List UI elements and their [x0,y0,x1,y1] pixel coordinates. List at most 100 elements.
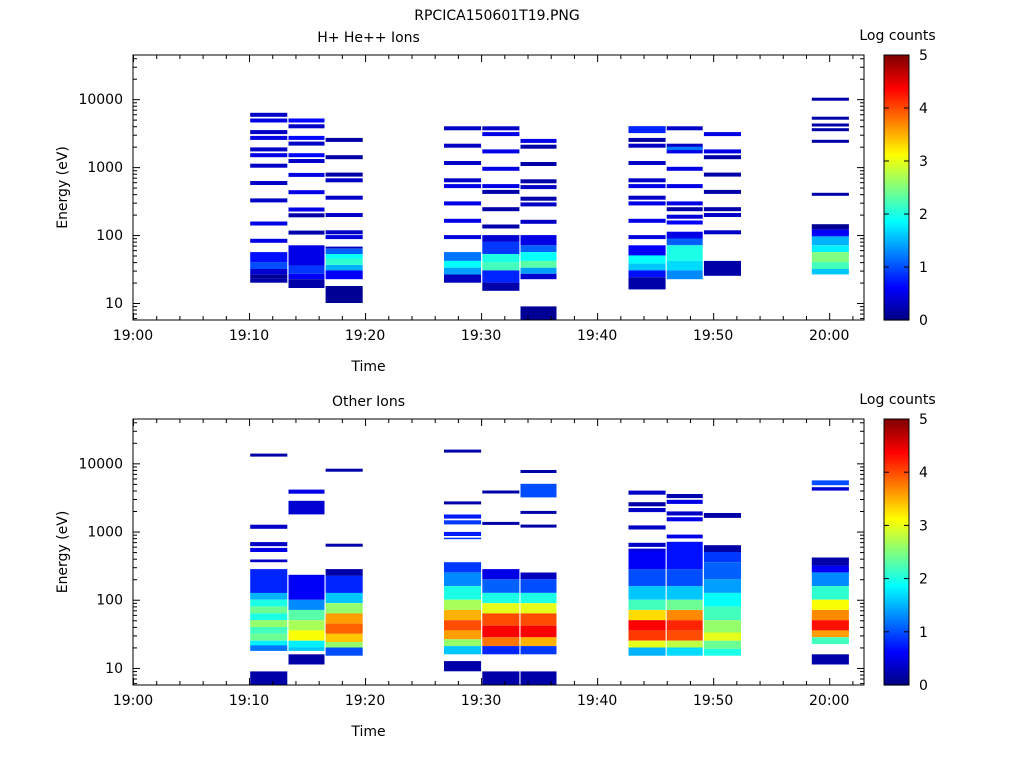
colorbar-segment [884,220,909,224]
y-tick-label: 1000 [87,525,123,541]
colorbar-segment [884,178,909,182]
colorbar-segment [884,496,909,500]
heatmap-cell [250,592,288,600]
heatmap-cell-stripe [482,132,520,137]
colorbar-segment [884,108,909,111]
heatmap-cell-stripe [666,214,703,219]
x-tick-label: 20:00 [809,328,849,344]
colorbar-segment [884,578,909,582]
colorbar-segment [884,271,909,275]
heatmap-cell-stripe [666,149,703,154]
heatmap-cell-stripe [250,524,288,529]
colorbar-segment [884,163,909,167]
colorbar-segment [884,156,909,160]
heatmap-cell [288,575,325,600]
colorbar-segment [884,127,909,131]
colorbar-segment [884,656,909,659]
colorbar-segment [884,476,909,480]
heatmap-cell-stripe [250,221,288,226]
heatmap-cell-stripe [666,143,703,148]
colorbar-segment [884,532,909,535]
heatmap-cell [444,260,482,268]
colorbar-segment [884,463,909,467]
x-tick-label: 20:00 [809,693,849,709]
colorbar-segment [884,119,909,122]
heatmap-cell-stripe [250,112,288,117]
heatmap-cell-stripe [628,542,666,547]
heatmap-cell [250,627,288,634]
colorbar-segment [884,447,909,451]
heatmap-cell [444,572,482,587]
colorbar-segment [884,205,909,208]
colorbar-segment [884,560,909,564]
heatmap-cell-stripe [444,537,482,540]
heatmap-cell [520,260,557,268]
heatmap-cell-stripe [444,143,482,148]
colorbar-segment [884,103,909,107]
x-tick-label: 19:30 [461,693,501,709]
colorbar-segment [884,169,909,173]
heatmap-cell [482,613,520,626]
colorbar-segment [884,110,909,114]
heatmap-cell [250,645,288,651]
heatmap-cell [628,255,666,264]
colorbar-segment [884,547,909,551]
heatmap-cell [811,620,849,631]
colorbar-segment [884,518,909,522]
colorbar-segment [884,302,909,306]
colorbar-segment [884,196,909,200]
colorbar-segment [884,436,909,440]
colorbar-tick-label: 4 [919,465,928,481]
heatmap-cell [811,229,849,237]
colorbar-segment [884,481,909,484]
colorbar-tick-label: 0 [919,678,928,694]
colorbar-segment [884,83,909,87]
colorbar-segment [884,130,909,133]
y-axis-label: Energy (eV) [55,511,71,594]
colorbar-segment [884,602,909,606]
colorbar-segment [884,134,909,138]
heatmap-cell [520,613,557,626]
heatmap-cell [482,270,520,283]
heatmap-cell [666,270,703,280]
colorbar-segment [884,421,909,425]
heatmap-cell [520,671,557,685]
y-tick-label: 10000 [78,456,123,472]
x-tick-label: 19:10 [229,328,269,344]
heatmap-cell-stripe [628,218,666,223]
colorbar-segment [884,591,909,595]
heatmap-cell-stripe [703,132,741,137]
heatmap-cell-stripe [250,238,288,243]
heatmap-cell [482,603,520,614]
heatmap-cell-stripe [250,163,288,168]
heatmap-cell [811,630,849,638]
colorbar-segment [884,308,909,312]
heatmap-cell-stripe [288,172,325,177]
colorbar-segment [884,81,909,85]
colorbar-segment [884,167,909,171]
colorbar-segment [884,180,909,184]
heatmap-cell-stripe [628,137,666,142]
heatmap-cell [811,224,849,230]
heatmap-cell-stripe [444,201,482,206]
heatmap-cell [666,260,703,271]
heatmap-line [444,449,482,453]
heatmap-cell-stripe [250,559,288,563]
colorbar-segment [884,138,909,142]
heatmap-cell-stripe [628,143,666,148]
panel-h-he-ions: 19:00 19:10 19:20 19:30 19:40 19:50 20:0010100… [55,28,936,375]
colorbar-segment [884,293,909,297]
colorbar-frame [883,54,910,321]
heatmap-cell [811,480,849,486]
heatmap-line [520,510,557,514]
colorbar-tick-label: 3 [919,154,928,170]
colorbar-segment [884,176,909,180]
heatmap-cell-stripe [444,126,482,131]
colorbar-segment [884,68,909,72]
colorbar-segment [884,642,909,646]
colorbar-tick-label: 3 [919,518,928,534]
colorbar-segment [884,627,909,631]
colorbar-segment [884,638,909,642]
colorbar-segment [884,200,909,204]
heatmap-line [811,116,849,120]
